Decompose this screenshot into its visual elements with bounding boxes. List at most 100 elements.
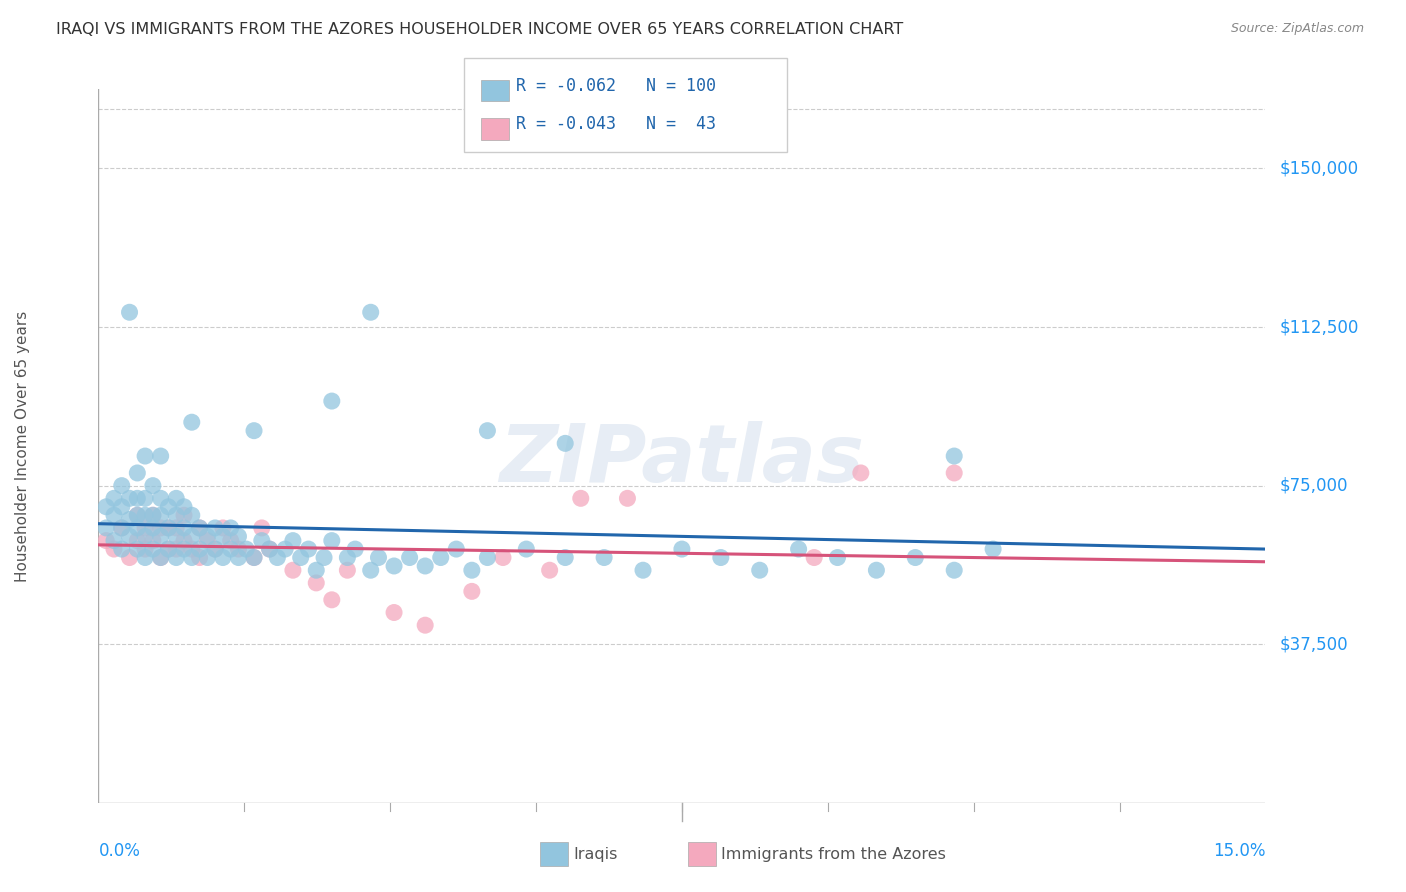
- Point: [748, 563, 770, 577]
- Point: [243, 550, 266, 565]
- Point: [157, 542, 180, 557]
- Text: $75,000: $75,000: [1279, 476, 1348, 495]
- Point: [398, 550, 420, 565]
- Point: [344, 542, 367, 557]
- Point: [188, 550, 211, 565]
- Point: [96, 521, 118, 535]
- Point: [943, 563, 966, 577]
- Point: [219, 533, 242, 548]
- Point: [142, 508, 165, 523]
- Point: [413, 559, 436, 574]
- Point: [204, 542, 226, 557]
- Point: [274, 542, 297, 557]
- Text: $150,000: $150,000: [1279, 160, 1358, 178]
- Point: [671, 542, 693, 557]
- Point: [165, 491, 187, 506]
- Point: [281, 533, 304, 548]
- Point: [173, 533, 195, 548]
- Point: [134, 542, 156, 557]
- Text: ZIPatlas: ZIPatlas: [499, 421, 865, 500]
- Point: [865, 563, 887, 577]
- Point: [538, 563, 561, 577]
- Point: [103, 533, 125, 548]
- Point: [360, 305, 382, 319]
- Point: [297, 542, 319, 557]
- Point: [849, 466, 872, 480]
- Point: [321, 533, 343, 548]
- Point: [173, 521, 195, 535]
- Point: [103, 508, 125, 523]
- Point: [492, 550, 515, 565]
- Point: [569, 491, 592, 506]
- Point: [429, 550, 451, 565]
- Point: [127, 508, 149, 523]
- Point: [305, 575, 328, 590]
- Point: [111, 521, 134, 535]
- Point: [180, 550, 202, 565]
- Point: [127, 491, 149, 506]
- Point: [235, 542, 257, 557]
- Point: [180, 415, 202, 429]
- Point: [204, 542, 226, 557]
- Point: [103, 542, 125, 557]
- Point: [204, 521, 226, 535]
- Text: Iraqis: Iraqis: [574, 847, 619, 862]
- Point: [266, 550, 288, 565]
- Point: [981, 542, 1004, 557]
- Point: [336, 563, 359, 577]
- Point: [243, 550, 266, 565]
- Point: [96, 533, 118, 548]
- Point: [118, 512, 141, 526]
- Point: [142, 478, 165, 492]
- Point: [321, 394, 343, 409]
- Point: [134, 521, 156, 535]
- Point: [134, 550, 156, 565]
- Point: [188, 542, 211, 557]
- Point: [477, 424, 499, 438]
- Point: [142, 542, 165, 557]
- Point: [219, 542, 242, 557]
- Text: R = -0.043   N =  43: R = -0.043 N = 43: [516, 115, 716, 133]
- Point: [111, 521, 134, 535]
- Point: [127, 521, 149, 535]
- Point: [710, 550, 733, 565]
- Point: [195, 529, 218, 543]
- Point: [631, 563, 654, 577]
- Point: [515, 542, 537, 557]
- Text: 15.0%: 15.0%: [1213, 842, 1265, 860]
- Point: [382, 559, 405, 574]
- Point: [118, 529, 141, 543]
- Point: [165, 542, 187, 557]
- Point: [593, 550, 616, 565]
- Point: [312, 550, 335, 565]
- Point: [250, 533, 273, 548]
- Point: [149, 449, 172, 463]
- Point: [111, 478, 134, 492]
- Point: [173, 542, 195, 557]
- Point: [165, 521, 187, 535]
- Point: [134, 508, 156, 523]
- Point: [281, 563, 304, 577]
- Text: Immigrants from the Azores: Immigrants from the Azores: [721, 847, 946, 862]
- Text: 0.0%: 0.0%: [98, 842, 141, 860]
- Point: [212, 550, 235, 565]
- Point: [165, 550, 187, 565]
- Point: [904, 550, 927, 565]
- Point: [305, 563, 328, 577]
- Point: [127, 542, 149, 557]
- Point: [477, 550, 499, 565]
- Text: Source: ZipAtlas.com: Source: ZipAtlas.com: [1230, 22, 1364, 36]
- Point: [134, 529, 156, 543]
- Point: [111, 500, 134, 514]
- Point: [134, 491, 156, 506]
- Point: [149, 521, 172, 535]
- Point: [165, 529, 187, 543]
- Point: [118, 550, 141, 565]
- Point: [142, 508, 165, 523]
- Point: [219, 521, 242, 535]
- Point: [250, 521, 273, 535]
- Point: [212, 529, 235, 543]
- Point: [827, 550, 849, 565]
- Point: [188, 521, 211, 535]
- Point: [111, 542, 134, 557]
